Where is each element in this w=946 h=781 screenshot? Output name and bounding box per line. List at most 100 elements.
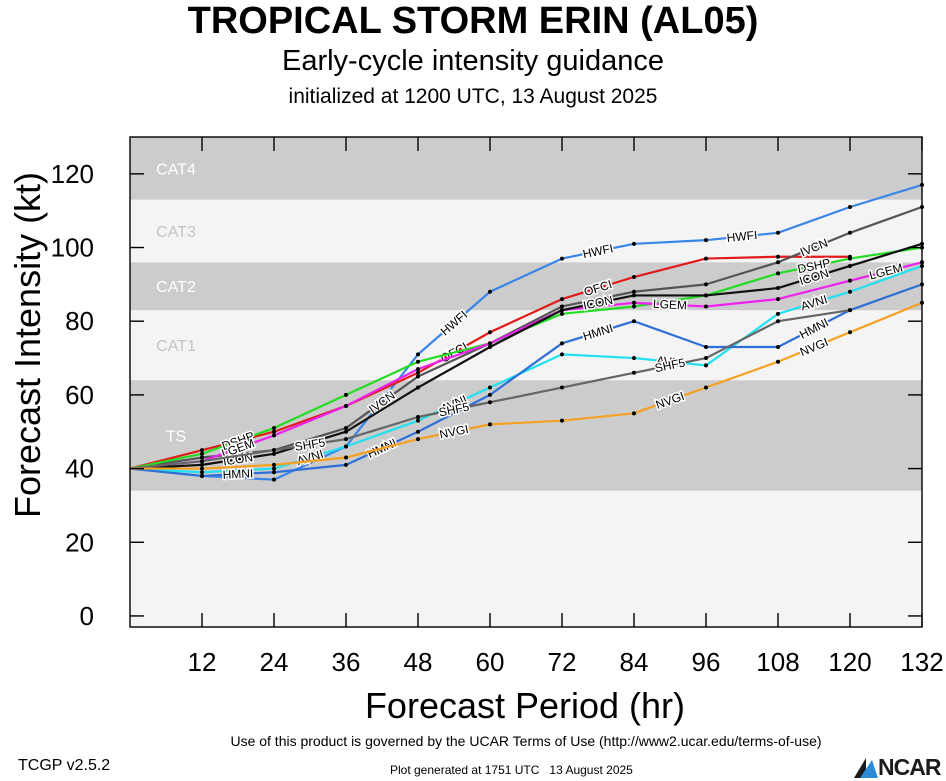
y-tick-label: 80 xyxy=(65,306,94,336)
y-tick-label: 20 xyxy=(65,527,94,557)
data-point-lgem xyxy=(416,367,420,372)
data-point-nvgi xyxy=(560,418,564,423)
data-point-lgem xyxy=(848,278,852,283)
data-point-shf5 xyxy=(272,448,276,453)
data-point-hwfi xyxy=(488,289,492,294)
intensity-category-bands: TS CAT1 CAT2 CAT3 CAT4 xyxy=(130,137,922,627)
data-point-avni xyxy=(488,385,492,390)
data-point-nvgi xyxy=(416,437,420,442)
terms-of-use: Use of this product is governed by the U… xyxy=(230,733,822,749)
data-point-avni xyxy=(704,363,708,368)
x-tick-label: 24 xyxy=(260,647,289,677)
plot-frame xyxy=(129,136,923,628)
ncar-mark-icon xyxy=(854,758,878,778)
data-point-avni xyxy=(560,352,564,357)
x-tick-label: 48 xyxy=(404,647,433,677)
x-tick-label: 96 xyxy=(692,647,721,677)
series-line-nvgi xyxy=(130,301,923,470)
x-tick-label: 132 xyxy=(900,647,943,677)
band-label-cat1: CAT1 xyxy=(156,338,196,355)
data-point-nvgi xyxy=(704,385,708,390)
data-point-lgem xyxy=(776,297,780,302)
band-cat4 xyxy=(130,137,922,200)
data-point-dshp xyxy=(272,426,276,431)
data-point-ivcn xyxy=(704,282,708,287)
data-point-hmni xyxy=(632,319,636,324)
data-point-icon xyxy=(560,308,564,313)
data-point-hmni xyxy=(704,345,708,349)
x-tick-label: 12 xyxy=(188,647,217,677)
data-point-icon xyxy=(848,263,852,268)
series-label-shf5: SHF5 xyxy=(294,435,327,454)
data-point-hwfi xyxy=(776,230,780,235)
data-point-nvgi xyxy=(776,359,780,364)
x-tick-label: 36 xyxy=(332,647,361,677)
data-point-ivcn xyxy=(776,260,780,265)
data-point-hmni xyxy=(200,473,204,478)
data-point-ofci xyxy=(776,254,780,259)
data-point-hmni xyxy=(416,429,420,434)
data-point-nvgi xyxy=(200,466,204,471)
series-label-hwfi: HWFI xyxy=(726,228,758,245)
data-point-icon xyxy=(632,293,636,298)
data-point-ivcn xyxy=(344,426,348,431)
data-point-shf5 xyxy=(344,437,348,442)
data-point-hwfi xyxy=(272,477,276,482)
data-point-avni xyxy=(632,356,636,361)
data-point-icon xyxy=(776,286,780,291)
band-label-cat4: CAT4 xyxy=(156,161,196,178)
x-tick-label: 84 xyxy=(620,647,649,677)
x-tick-label: 60 xyxy=(476,647,505,677)
data-point-hwfi xyxy=(632,241,636,246)
data-point-avni xyxy=(344,444,348,449)
data-point-shf5 xyxy=(416,415,420,419)
data-point-shf5 xyxy=(488,400,492,405)
data-point-lgem xyxy=(344,403,348,408)
x-tick-label: 120 xyxy=(828,647,871,677)
data-point-icon xyxy=(200,462,204,467)
data-point-shf5 xyxy=(560,385,564,390)
axis-ticks: 12 24 36 48 60 72 84 96 108 120 132 0 20 40 60 80 100 120 xyxy=(51,137,944,677)
data-point-shf5 xyxy=(848,308,852,313)
data-point-ivcn xyxy=(200,455,204,460)
series-line-avni xyxy=(129,264,923,474)
data-point-hwfi xyxy=(416,352,420,357)
data-point-hmni xyxy=(776,345,780,349)
data-point-nvgi xyxy=(272,462,276,467)
data-point-ofci xyxy=(200,448,204,453)
data-point-dshp xyxy=(344,392,348,397)
chart-subtitle: Early-cycle intensity guidance xyxy=(281,45,664,77)
data-point-shf5 xyxy=(776,319,780,324)
data-point-hwfi xyxy=(848,205,852,209)
data-point-icon xyxy=(704,293,708,298)
data-point-hmni xyxy=(272,470,276,475)
data-point-shf5 xyxy=(200,459,204,464)
data-point-dshp xyxy=(848,256,852,261)
y-tick-label: 100 xyxy=(51,233,94,263)
data-point-lgem xyxy=(704,304,708,309)
data-point-hmni xyxy=(488,392,492,397)
data-point-ofci xyxy=(704,256,708,261)
data-point-shf5 xyxy=(704,356,708,361)
data-point-icon xyxy=(488,345,492,349)
data-point-hmni xyxy=(560,341,564,346)
data-point-avni xyxy=(200,470,204,475)
data-point-icon xyxy=(416,385,420,390)
data-point-hwfi xyxy=(560,256,564,261)
data-point-nvgi xyxy=(344,455,348,460)
data-point-dshp xyxy=(632,304,636,309)
data-point-ivcn xyxy=(632,289,636,294)
x-tick-label: 72 xyxy=(548,647,577,677)
series-line-hmni xyxy=(129,283,923,478)
data-point-nvgi xyxy=(488,422,492,427)
version-label: TCGP v2.5.2 xyxy=(18,757,111,774)
y-tick-label: 0 xyxy=(80,601,94,631)
data-point-avni xyxy=(776,311,780,316)
data-point-dshp xyxy=(560,311,564,316)
data-point-ofci xyxy=(272,429,276,434)
data-point-hwfi xyxy=(704,238,708,243)
data-point-avni xyxy=(272,466,276,471)
data-point-ivcn xyxy=(560,304,564,309)
